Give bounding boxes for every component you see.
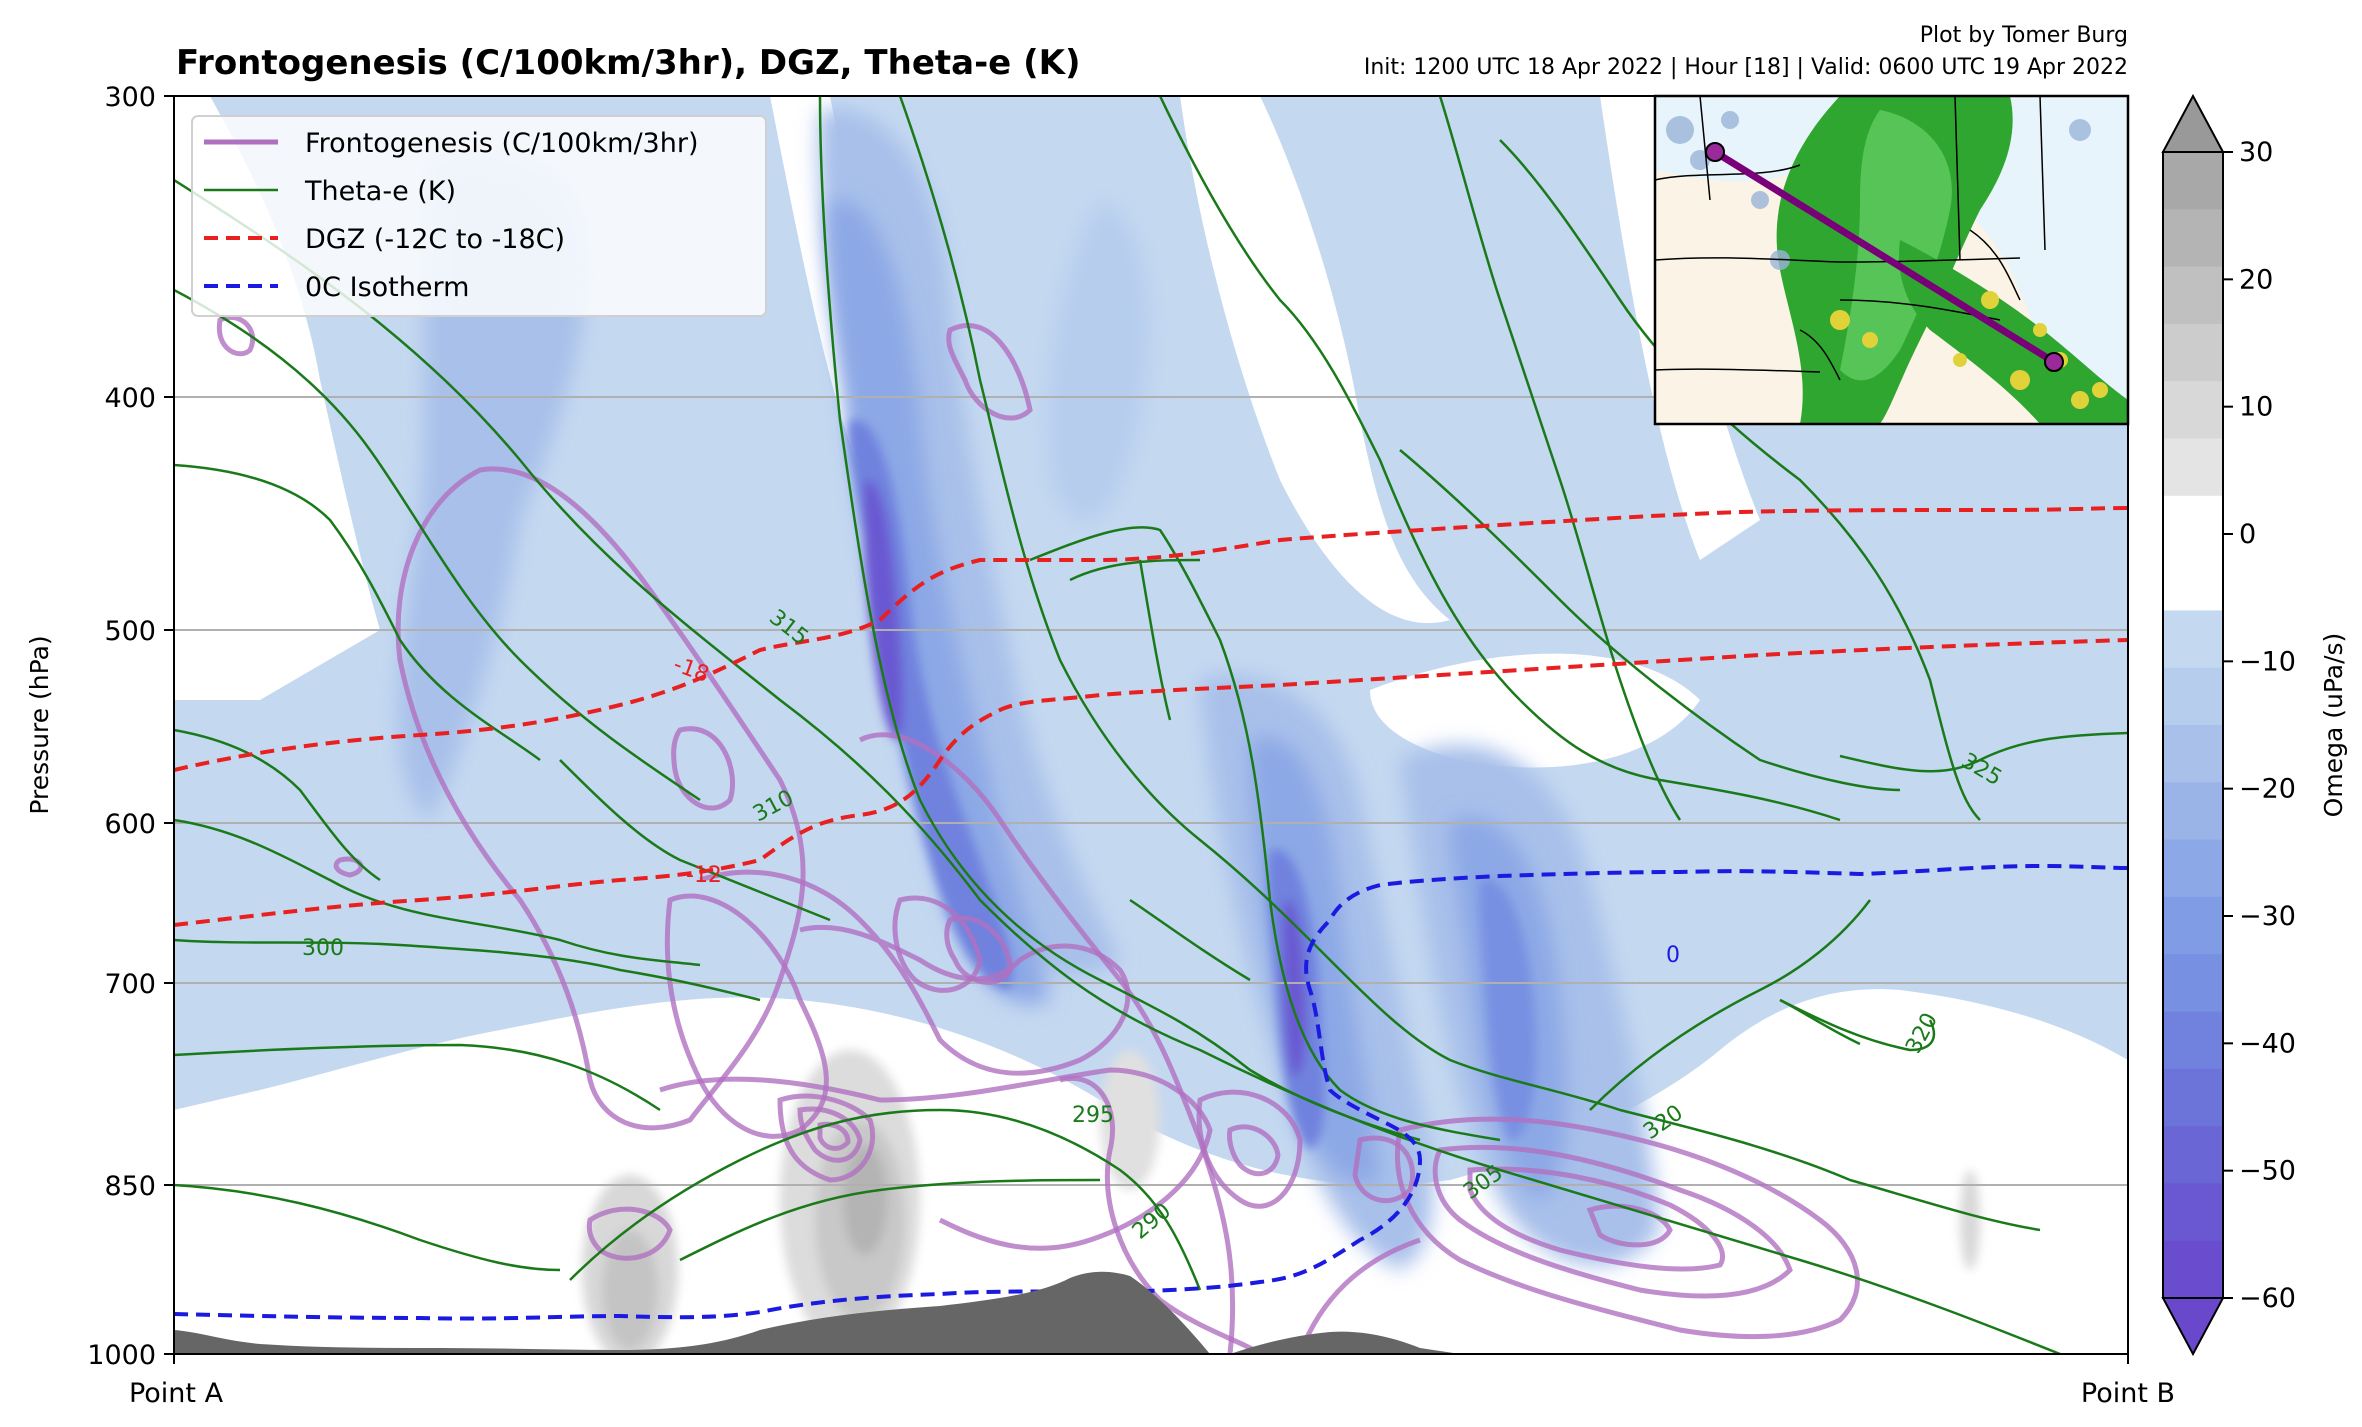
legend-entry-theta-e: Theta-e (K)	[204, 176, 456, 207]
terrain	[174, 1271, 1460, 1354]
colorbar-label: Omega (uPa/s)	[2319, 633, 2348, 818]
colorbar-band	[2163, 1183, 2223, 1242]
colorbar-tick-label: −20	[2239, 774, 2296, 805]
dgz-label-12: -12	[686, 863, 722, 888]
inset-map	[1653, 94, 2130, 426]
colorbar-band	[2163, 381, 2223, 439]
colorbar-tick-label: −60	[2239, 1283, 2296, 1314]
colorbar-tick-label: 0	[2239, 519, 2256, 550]
colorbar-band	[2163, 1240, 2223, 1299]
legend-entry-dgz: DGZ (-12C to -18C)	[204, 224, 565, 255]
plot-frame	[173, 95, 2129, 1355]
colorbar-tick-label: −50	[2239, 1156, 2296, 1187]
colorbar-band	[2163, 1126, 2223, 1184]
svg-text:Theta-e (K): Theta-e (K)	[304, 176, 456, 207]
colorbar-band	[2163, 954, 2223, 1012]
colorbar-band	[2163, 495, 2223, 554]
frontogenesis-contours	[216, 314, 1860, 1354]
y-tick-label-850: 850	[104, 1171, 156, 1202]
x-tick-label-point-b: Point B	[2081, 1378, 2175, 1409]
y-axis: 300 400 500 600 700 850 1000 Pressure (h…	[25, 82, 174, 1371]
dgz-lines	[174, 506, 2128, 927]
colorbar-band	[2163, 1068, 2223, 1127]
theta-e-label-300: 300	[302, 936, 344, 961]
colorbar-arrow-top	[2161, 93, 2225, 153]
colorbar-tick-label: −10	[2239, 646, 2296, 677]
colorbar-band	[2163, 896, 2223, 955]
colorbar-band	[2163, 725, 2223, 783]
svg-text:DGZ (-12C to -18C): DGZ (-12C to -18C)	[305, 224, 565, 255]
y-tick-label-500: 500	[104, 616, 156, 647]
y-tick-label-700: 700	[104, 969, 156, 1000]
isotherm-label-0: 0	[1666, 943, 1680, 968]
svg-text:0C Isotherm: 0C Isotherm	[305, 272, 469, 303]
y-tick-label-1000: 1000	[87, 1340, 156, 1371]
colorbar-band	[2163, 323, 2223, 382]
colorbar-tick-label: −30	[2239, 901, 2296, 932]
colorbar-band	[2163, 839, 2223, 898]
colorbar: 30 20 10 0 −10 −20 −30 −40 −50 −60 Omega (uPa/s)	[2161, 93, 2348, 1357]
colorbar-band	[2163, 610, 2223, 669]
legend-entry-isotherm: 0C Isotherm	[204, 272, 469, 303]
colorbar-tick-label: 20	[2239, 264, 2273, 295]
y-tick-label-600: 600	[104, 809, 156, 840]
colorbar-tick-label: 10	[2239, 392, 2273, 423]
x-tick-label-point-a: Point A	[129, 1378, 224, 1409]
x-axis: Point A Point B	[129, 1354, 2175, 1409]
colorbar-band	[2163, 152, 2223, 210]
colorbar-band	[2163, 553, 2223, 611]
svg-text:Frontogenesis (C/100km/3hr): Frontogenesis (C/100km/3hr)	[305, 128, 698, 159]
colorbar-arrow-bottom	[2161, 1297, 2225, 1357]
y-axis-label: Pressure (hPa)	[25, 635, 54, 814]
colorbar-band	[2163, 1011, 2223, 1070]
colorbar-bands	[2163, 152, 2223, 1299]
colorbar-tick-label: 30	[2239, 137, 2273, 168]
colorbar-band	[2163, 266, 2223, 325]
gridlines	[174, 396, 2128, 1186]
plot-credit: Plot by Tomer Burg	[1920, 23, 2128, 48]
zero-c-isotherm	[174, 863, 2128, 1321]
colorbar-tick-label: −40	[2239, 1028, 2296, 1059]
colorbar-band	[2163, 438, 2223, 497]
theta-e-contours	[174, 96, 2128, 1354]
theta-e-label-295: 295	[1072, 1103, 1114, 1128]
run-info: Init: 1200 UTC 18 Apr 2022 | Hour [18] |…	[1364, 55, 2128, 80]
colorbar-band	[2163, 782, 2223, 841]
chart-title: Frontogenesis (C/100km/3hr), DGZ, Theta-…	[176, 43, 1081, 83]
colorbar-band	[2163, 667, 2223, 726]
legend-entry-frontogenesis: Frontogenesis (C/100km/3hr)	[204, 128, 698, 159]
y-tick-label-400: 400	[104, 383, 156, 414]
legend: Frontogenesis (C/100km/3hr) Theta-e (K) …	[191, 115, 767, 317]
colorbar-ticks: 30 20 10 0 −10 −20 −30 −40 −50 −60	[2223, 137, 2296, 1314]
y-tick-label-300: 300	[104, 82, 156, 113]
colorbar-band	[2163, 209, 2223, 268]
